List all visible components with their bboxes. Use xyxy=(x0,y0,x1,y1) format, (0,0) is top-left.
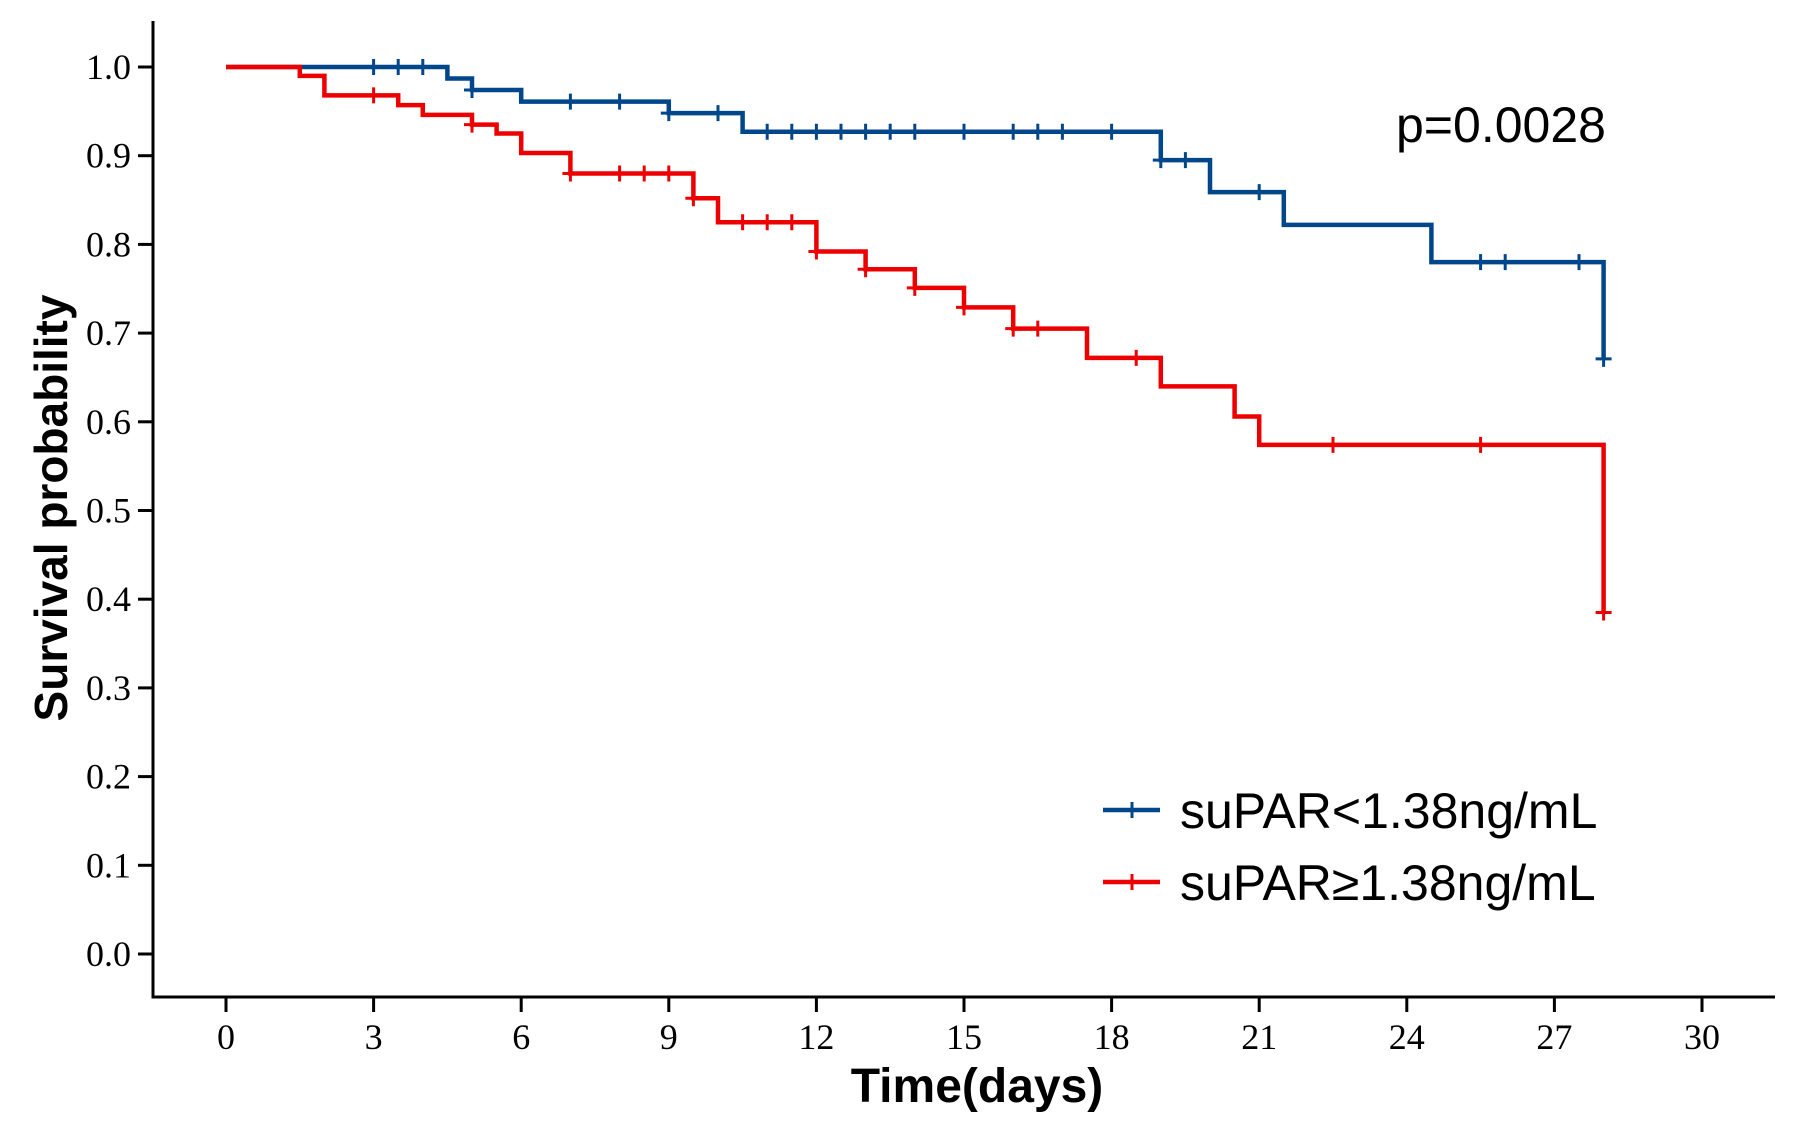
censor-mark xyxy=(783,123,800,140)
censor-mark xyxy=(906,123,923,140)
x-axis-title: Time(days) xyxy=(851,1060,1104,1113)
censor-mark xyxy=(365,59,382,75)
censor-mark xyxy=(1005,123,1022,140)
censor-mark xyxy=(464,116,480,133)
y-tick-label: 0.2 xyxy=(86,757,131,797)
y-axis-title: Survival probability xyxy=(25,294,77,721)
censor-mark xyxy=(1103,123,1120,140)
y-tick-label: 1.0 xyxy=(86,47,131,87)
censor-mark xyxy=(562,93,579,110)
censor-mark xyxy=(1472,436,1489,453)
censor-mark xyxy=(1497,254,1514,271)
censor-mark xyxy=(808,123,825,140)
series-suPAR-low xyxy=(226,59,1612,367)
censor-mark xyxy=(857,261,874,278)
x-tick-label: 21 xyxy=(1241,1017,1277,1057)
censor-mark xyxy=(956,299,972,316)
y-tick-label: 0.4 xyxy=(86,579,131,619)
censor-mark xyxy=(685,190,702,207)
censor-mark xyxy=(759,123,776,140)
censor-mark xyxy=(636,165,653,182)
censor-mark xyxy=(1595,604,1612,621)
y-tick-label: 0.0 xyxy=(86,934,131,974)
legend-item-high: suPAR≥1.38ng/mL xyxy=(1103,855,1596,911)
y-tick-label: 0.3 xyxy=(86,668,131,708)
censor-mark xyxy=(1571,254,1587,271)
censor-mark xyxy=(562,165,579,182)
censor-mark xyxy=(1177,152,1194,169)
censor-mark xyxy=(734,214,751,231)
censor-mark xyxy=(1325,436,1341,453)
censor-mark xyxy=(660,165,677,182)
y-tick-label: 0.1 xyxy=(86,845,131,885)
censor-mark xyxy=(1005,320,1022,337)
x-tick-label: 18 xyxy=(1094,1017,1130,1057)
x-tick-label: 9 xyxy=(660,1017,678,1057)
censor-mark xyxy=(1054,123,1071,140)
censor-mark xyxy=(1472,254,1489,271)
x-tick-label: 6 xyxy=(512,1017,530,1057)
censor-mark xyxy=(611,93,628,110)
x-tick-label: 3 xyxy=(365,1017,383,1057)
y-tick-label: 0.8 xyxy=(86,224,131,264)
censor-mark xyxy=(710,105,726,122)
censor-mark xyxy=(611,165,628,182)
censor-mark xyxy=(956,123,972,140)
censor-mark xyxy=(759,214,776,231)
censor-mark xyxy=(906,279,923,296)
censor-mark xyxy=(1128,349,1145,366)
censor-mark xyxy=(1029,123,1046,140)
legend-censor-icon xyxy=(1124,802,1140,818)
y-tick-label: 0.5 xyxy=(86,491,131,531)
censor-mark xyxy=(1029,320,1046,337)
censor-mark xyxy=(660,105,677,122)
legend-item-low: suPAR<1.38ng/mL xyxy=(1103,783,1597,839)
censor-mark xyxy=(857,123,874,140)
y-tick-label: 0.6 xyxy=(86,402,131,442)
x-tick-label: 0 xyxy=(217,1017,235,1057)
censor-mark xyxy=(365,87,382,104)
legend: suPAR<1.38ng/mL suPAR≥1.38ng/mL xyxy=(1103,783,1597,911)
survival-curve-line xyxy=(226,64,1606,613)
x-tick-label: 30 xyxy=(1684,1017,1720,1057)
legend-label: suPAR≥1.38ng/mL xyxy=(1180,855,1596,911)
y-tick-label: 0.7 xyxy=(86,313,131,353)
series-suPAR-high xyxy=(226,64,1612,621)
censor-mark xyxy=(1251,184,1268,201)
censor-mark xyxy=(390,59,407,75)
censor-mark xyxy=(808,243,825,260)
plot-area xyxy=(226,59,1612,621)
censor-mark xyxy=(783,214,800,231)
censor-mark xyxy=(1595,350,1612,367)
x-tick-label: 15 xyxy=(946,1017,982,1057)
censor-mark xyxy=(464,82,480,99)
censor-mark xyxy=(882,123,899,140)
x-tick-label: 27 xyxy=(1536,1017,1572,1057)
legend-label: suPAR<1.38ng/mL xyxy=(1180,783,1597,839)
censor-mark xyxy=(833,123,849,140)
x-tick-label: 24 xyxy=(1389,1017,1425,1057)
y-tick-label: 0.9 xyxy=(86,136,131,176)
p-value-annotation: p=0.0028 xyxy=(1396,97,1606,153)
censor-mark xyxy=(414,59,431,75)
legend-censor-icon xyxy=(1124,874,1140,890)
x-tick-label: 12 xyxy=(798,1017,834,1057)
axis-ticks: 0.0 0.1 0.2 0.3 0.4 0.5 0.6 0.7 0.8 0.9 1.0 0 3 6 9 12 1… xyxy=(86,47,1720,1057)
censor-mark xyxy=(1152,152,1169,169)
